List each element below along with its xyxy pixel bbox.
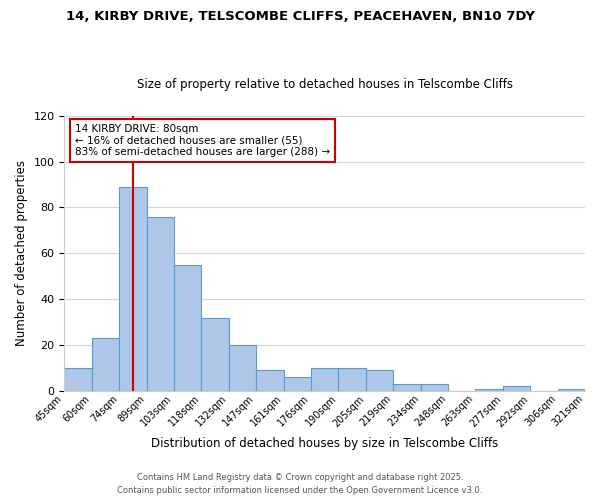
Y-axis label: Number of detached properties: Number of detached properties <box>15 160 28 346</box>
Bar <box>393 384 421 391</box>
Title: Size of property relative to detached houses in Telscombe Cliffs: Size of property relative to detached ho… <box>137 78 513 91</box>
Bar <box>92 338 119 391</box>
Bar <box>202 318 229 391</box>
Text: 14, KIRBY DRIVE, TELSCOMBE CLIFFS, PEACEHAVEN, BN10 7DY: 14, KIRBY DRIVE, TELSCOMBE CLIFFS, PEACE… <box>65 10 535 23</box>
Bar <box>64 368 92 391</box>
Bar <box>284 377 311 391</box>
Text: 14 KIRBY DRIVE: 80sqm
← 16% of detached houses are smaller (55)
83% of semi-deta: 14 KIRBY DRIVE: 80sqm ← 16% of detached … <box>75 124 330 157</box>
Bar <box>311 368 338 391</box>
Bar <box>119 187 146 391</box>
Bar <box>256 370 284 391</box>
Bar <box>421 384 448 391</box>
Bar <box>229 345 256 391</box>
Bar <box>338 368 366 391</box>
Text: Contains HM Land Registry data © Crown copyright and database right 2025.
Contai: Contains HM Land Registry data © Crown c… <box>118 474 482 495</box>
Bar <box>146 216 174 391</box>
Bar <box>557 388 585 391</box>
Bar <box>366 370 393 391</box>
Bar <box>503 386 530 391</box>
Bar <box>475 388 503 391</box>
Bar <box>174 265 202 391</box>
X-axis label: Distribution of detached houses by size in Telscombe Cliffs: Distribution of detached houses by size … <box>151 437 499 450</box>
